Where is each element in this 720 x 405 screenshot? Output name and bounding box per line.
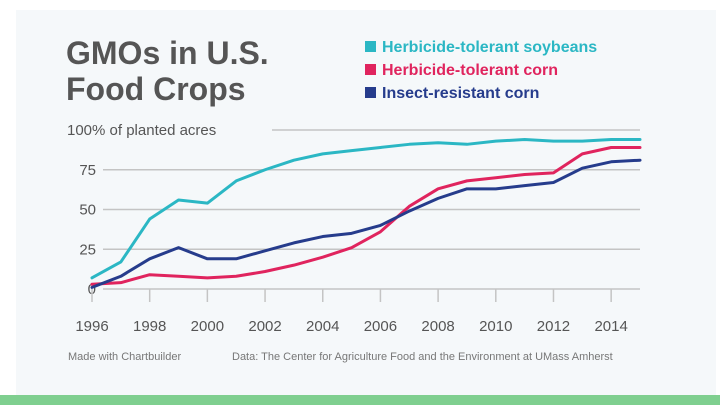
chart-title-line-2: Food Crops: [66, 71, 246, 107]
series-lines: [90, 138, 642, 289]
y-tick-value-100: 100: [67, 122, 92, 139]
y-tick-label-75: 75: [79, 162, 96, 179]
legend: Herbicide-tolerant soybeans Herbicide-tol…: [365, 39, 597, 102]
legend-swatch-1: [365, 64, 376, 75]
x-tick-label-2014: 2014: [594, 318, 627, 335]
x-tick-label-2004: 2004: [306, 318, 339, 335]
x-tick-label-2008: 2008: [421, 318, 454, 335]
y-tick-label-100: 100% of planted acres: [67, 122, 216, 139]
legend-swatch-2: [365, 87, 376, 98]
series-line-1: [90, 145, 642, 286]
y-tick-label-25: 25: [79, 241, 96, 258]
x-tick-label-1998: 1998: [133, 318, 166, 335]
x-axis-ticks: 1996 1998 2000 2002 2004 2006 2008 2010 2012 2014: [75, 289, 628, 335]
legend-label-0: Herbicide-tolerant soybeans: [382, 39, 597, 56]
bottom-accent-bar: [0, 395, 720, 405]
x-tick-label-2000: 2000: [191, 318, 224, 335]
series-line-0: [90, 138, 642, 280]
y-axis-ticks: 0255075100% of planted acres: [67, 122, 216, 298]
x-tick-label-2002: 2002: [248, 318, 281, 335]
series-line-2: [90, 158, 642, 289]
footer-credit: Made with Chartbuilder: [68, 351, 181, 363]
gridlines: [103, 129, 640, 290]
footer-source: Data: The Center for Agriculture Food an…: [232, 351, 613, 363]
x-tick-label-2010: 2010: [479, 318, 512, 335]
x-tick-label-1996: 1996: [75, 318, 108, 335]
chart-title-line-1: GMOs in U.S.: [66, 35, 269, 71]
legend-swatch-0: [365, 41, 376, 52]
legend-label-2: Insect-resistant corn: [382, 85, 539, 102]
x-tick-label-2006: 2006: [364, 318, 397, 335]
legend-label-1: Herbicide-tolerant corn: [382, 62, 558, 79]
y-tick-label-50: 50: [79, 202, 96, 219]
x-tick-label-2012: 2012: [537, 318, 570, 335]
y-axis-label: % of planted acres: [92, 122, 216, 139]
